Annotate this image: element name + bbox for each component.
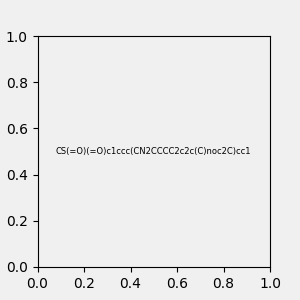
- Text: CS(=O)(=O)c1ccc(CN2CCCC2c2c(C)noc2C)cc1: CS(=O)(=O)c1ccc(CN2CCCC2c2c(C)noc2C)cc1: [56, 147, 251, 156]
